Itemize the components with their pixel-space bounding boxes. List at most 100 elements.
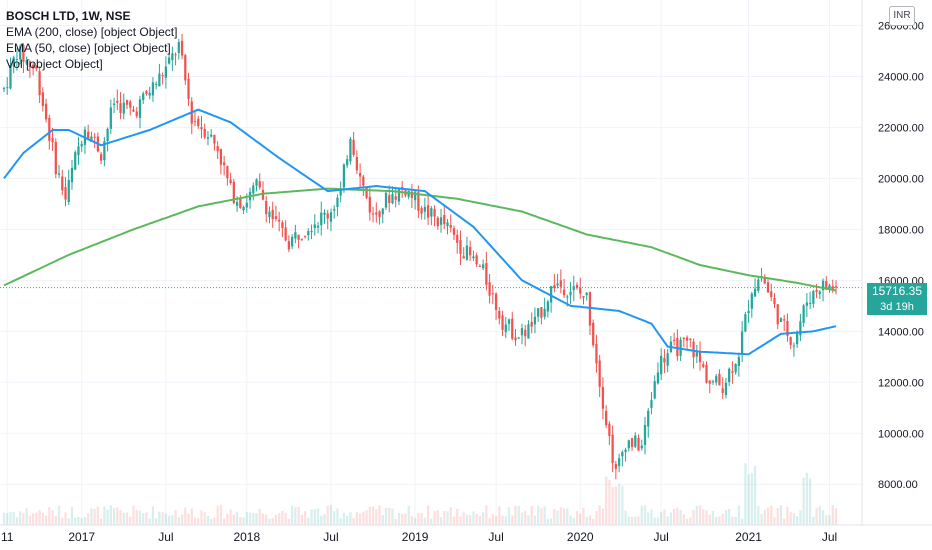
candle-body <box>818 291 821 295</box>
candle-body <box>352 139 355 155</box>
candle-body <box>336 197 339 208</box>
volume-bar <box>25 508 28 525</box>
volume-bar <box>48 506 51 525</box>
candle-body <box>796 332 799 345</box>
candle-body <box>737 357 741 366</box>
candle-body <box>773 297 776 305</box>
volume-bar <box>174 510 177 525</box>
volume-bar <box>663 509 666 525</box>
price-tick-label: 18000.00 <box>878 224 924 236</box>
time-axis[interactable]: 11 2017 Jul 2018 Jul 2019 Jul 2020 Jul 2021 Jul <box>1 530 837 544</box>
volume-bar <box>96 506 100 525</box>
candle-body <box>546 301 550 312</box>
volume-bar <box>355 511 359 525</box>
candle-body <box>213 134 216 144</box>
volume-bar <box>595 511 598 525</box>
candle-body <box>569 291 572 296</box>
candle-body <box>388 195 391 204</box>
volume-bar <box>439 517 443 525</box>
candle-body <box>164 66 168 78</box>
volume-bar <box>70 506 74 525</box>
volume-bar <box>414 518 417 525</box>
volume-bar <box>598 505 601 525</box>
candle-body <box>229 179 232 184</box>
volume-bar <box>77 516 80 525</box>
candle-body <box>504 324 507 333</box>
volume-bar <box>614 486 617 525</box>
volume-bar <box>210 518 213 525</box>
candle-body <box>426 205 430 218</box>
candle-body <box>449 225 452 228</box>
candle-body <box>323 212 326 215</box>
candle-body <box>753 288 757 297</box>
candle-body <box>598 360 601 387</box>
volume-bar <box>391 508 394 525</box>
candle-body <box>630 438 634 447</box>
volume-bar <box>41 512 44 525</box>
volume-bar <box>326 505 329 525</box>
volume-bar <box>200 510 203 525</box>
candle-body <box>184 55 187 81</box>
volume-bar <box>381 515 384 525</box>
currency-button[interactable]: INR <box>889 6 915 26</box>
candle-body <box>87 131 90 140</box>
volume-bar <box>271 517 274 525</box>
volume-bar <box>647 512 650 525</box>
volume-bar <box>35 512 38 525</box>
volume-bar <box>28 515 32 525</box>
volume-bar <box>724 510 728 525</box>
candle-body <box>465 245 469 260</box>
volume-bar <box>494 515 498 525</box>
volume-bar <box>287 518 291 525</box>
ema50-legend[interactable]: EMA (50, close) [object Object] <box>6 41 171 55</box>
volume-bar <box>229 509 232 525</box>
candle-body <box>436 217 439 227</box>
volume-legend[interactable]: Vol [object Object] <box>6 57 103 71</box>
volume-bar <box>660 511 663 525</box>
candle-body <box>193 120 197 122</box>
candle-body <box>287 241 291 250</box>
candle-body <box>757 279 760 291</box>
volume-bar <box>546 518 550 525</box>
volume-bar <box>190 508 193 525</box>
candle-body <box>375 212 378 215</box>
volume-bar <box>129 516 132 525</box>
candle-body <box>731 371 734 373</box>
volume-bar <box>828 515 831 525</box>
candle-body <box>491 293 494 295</box>
volume-bar <box>171 515 174 525</box>
volume-bar <box>469 515 472 525</box>
volume-bar <box>443 511 446 525</box>
volume-bar <box>407 505 410 525</box>
volume-bar <box>362 511 365 525</box>
volume-bar <box>504 516 507 525</box>
price-axis[interactable]: 8000.0010000.0012000.0014000.0016000.001… <box>878 20 924 491</box>
volume-bar <box>770 505 773 525</box>
volume-bar <box>90 508 93 525</box>
volume-bar <box>708 514 711 525</box>
candle-body <box>239 199 242 209</box>
candle-body <box>549 286 553 303</box>
candle-body <box>728 368 731 383</box>
symbol-title[interactable]: BOSCH LTD, 1W, NSE <box>6 9 131 23</box>
volume-bar <box>61 517 64 525</box>
volume-bar <box>404 513 407 525</box>
candle-body <box>261 189 265 200</box>
time-tick-label: 11 <box>1 530 14 544</box>
volume-bar <box>481 512 485 525</box>
candle-body <box>763 277 766 284</box>
candle-body <box>255 179 258 186</box>
volume-bar <box>656 517 660 525</box>
candle-body <box>103 141 106 160</box>
candle-body <box>452 228 456 235</box>
ema200-legend[interactable]: EMA (200, close) [object Object] <box>6 25 178 39</box>
candle-body <box>789 337 792 345</box>
volume-bar <box>109 505 112 525</box>
volume-bar <box>268 518 271 525</box>
candle-body <box>582 296 585 298</box>
candle-body <box>265 200 268 215</box>
candle-body <box>223 162 226 165</box>
candle-body <box>514 337 517 341</box>
candle-body <box>611 434 614 464</box>
